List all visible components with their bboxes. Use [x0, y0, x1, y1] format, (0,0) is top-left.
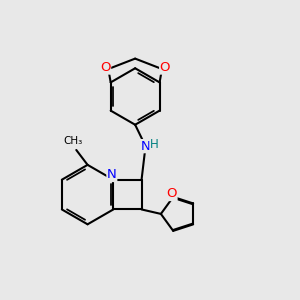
Text: O: O: [167, 188, 177, 200]
Text: O: O: [100, 61, 111, 74]
Text: N: N: [141, 140, 150, 153]
Text: CH₃: CH₃: [64, 136, 83, 146]
Text: O: O: [160, 61, 170, 74]
Text: N: N: [107, 169, 117, 182]
Text: H: H: [150, 138, 159, 151]
